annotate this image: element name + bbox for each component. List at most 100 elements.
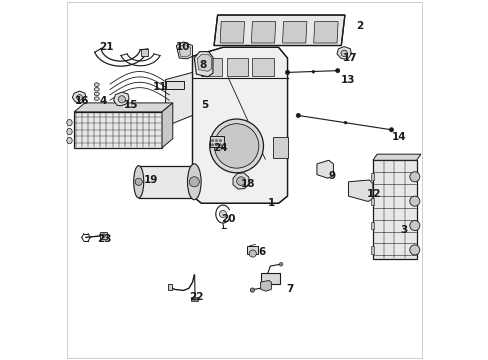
Polygon shape <box>74 103 172 112</box>
Circle shape <box>249 250 256 257</box>
Circle shape <box>236 177 244 185</box>
Text: 4: 4 <box>99 96 106 106</box>
Text: 19: 19 <box>144 175 158 185</box>
Bar <box>141 49 147 55</box>
Circle shape <box>102 234 105 237</box>
Text: 3: 3 <box>400 225 407 235</box>
Circle shape <box>296 113 300 118</box>
Circle shape <box>209 119 263 173</box>
Circle shape <box>279 262 282 266</box>
Polygon shape <box>372 154 420 160</box>
Polygon shape <box>316 160 333 178</box>
Polygon shape <box>176 42 192 59</box>
Text: 2: 2 <box>355 21 362 31</box>
Text: 7: 7 <box>286 284 293 294</box>
Circle shape <box>135 178 142 185</box>
Polygon shape <box>194 51 212 77</box>
Bar <box>190 297 198 301</box>
Circle shape <box>219 139 221 141</box>
Bar <box>166 81 183 89</box>
Bar <box>371 198 373 205</box>
Circle shape <box>211 144 213 146</box>
Text: 5: 5 <box>201 100 208 110</box>
Circle shape <box>250 288 254 292</box>
Text: 13: 13 <box>341 75 355 85</box>
Polygon shape <box>226 58 247 76</box>
Bar <box>371 246 373 253</box>
Bar <box>371 173 373 180</box>
Circle shape <box>344 121 346 124</box>
Circle shape <box>118 96 125 103</box>
Polygon shape <box>178 44 190 57</box>
Text: 16: 16 <box>75 96 89 106</box>
Circle shape <box>77 95 82 100</box>
Text: 10: 10 <box>176 42 190 52</box>
Circle shape <box>215 139 217 141</box>
Polygon shape <box>251 22 275 43</box>
Circle shape <box>211 139 213 141</box>
Circle shape <box>409 245 419 255</box>
Circle shape <box>214 124 258 168</box>
Ellipse shape <box>187 164 201 200</box>
Polygon shape <box>252 58 273 76</box>
Polygon shape <box>165 72 192 126</box>
Ellipse shape <box>94 87 99 91</box>
Ellipse shape <box>67 120 72 126</box>
Ellipse shape <box>67 137 72 144</box>
Bar <box>210 136 224 147</box>
Ellipse shape <box>94 92 99 96</box>
Text: 12: 12 <box>366 189 381 199</box>
Bar <box>273 137 287 158</box>
Bar <box>100 232 106 239</box>
Polygon shape <box>233 173 249 189</box>
Text: 14: 14 <box>390 132 405 142</box>
Polygon shape <box>74 112 162 148</box>
Text: 17: 17 <box>342 53 357 63</box>
Ellipse shape <box>94 97 99 100</box>
Polygon shape <box>72 91 86 103</box>
Polygon shape <box>201 58 222 76</box>
Polygon shape <box>260 280 271 291</box>
Polygon shape <box>282 22 306 43</box>
Bar <box>139 166 194 198</box>
Circle shape <box>189 177 199 187</box>
Circle shape <box>219 144 221 146</box>
Ellipse shape <box>67 129 72 135</box>
Circle shape <box>335 68 339 73</box>
Polygon shape <box>348 180 372 202</box>
Bar <box>247 246 258 253</box>
Text: 20: 20 <box>221 215 235 224</box>
Bar <box>371 222 373 229</box>
Text: 1: 1 <box>267 198 274 208</box>
Bar <box>260 273 280 284</box>
Polygon shape <box>336 46 351 59</box>
Polygon shape <box>313 22 337 43</box>
Polygon shape <box>372 160 416 259</box>
Text: 24: 24 <box>212 143 227 153</box>
Text: 15: 15 <box>124 100 139 110</box>
Text: 18: 18 <box>241 179 255 189</box>
Circle shape <box>219 211 226 218</box>
Circle shape <box>285 70 289 75</box>
Circle shape <box>215 144 217 146</box>
Text: 22: 22 <box>188 292 203 302</box>
Polygon shape <box>214 15 344 45</box>
Polygon shape <box>197 54 211 71</box>
Polygon shape <box>192 47 287 203</box>
Text: 9: 9 <box>328 171 335 181</box>
Polygon shape <box>220 22 244 43</box>
Text: 21: 21 <box>99 42 113 52</box>
Circle shape <box>388 128 393 132</box>
Circle shape <box>409 221 419 230</box>
Circle shape <box>409 196 419 206</box>
Circle shape <box>340 50 346 57</box>
Text: 23: 23 <box>97 234 111 244</box>
Ellipse shape <box>133 166 143 198</box>
Bar <box>167 284 172 290</box>
Circle shape <box>409 172 419 182</box>
Ellipse shape <box>94 83 99 86</box>
Text: 6: 6 <box>258 247 265 257</box>
Polygon shape <box>162 103 172 148</box>
Polygon shape <box>113 92 129 106</box>
Text: 11: 11 <box>153 82 167 92</box>
